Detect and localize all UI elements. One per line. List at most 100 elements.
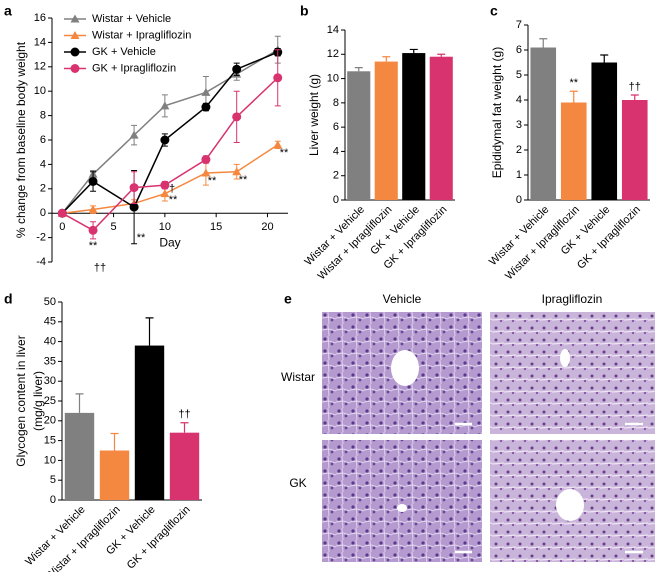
bar [530,47,557,200]
bar [621,100,648,200]
error-bar [539,38,548,48]
annotation: †† [629,81,641,93]
error-bar [382,56,391,62]
marker [201,155,211,165]
y-tick-label: 10 [34,85,46,97]
marker [88,176,98,186]
y-tick-label: 25 [44,395,56,407]
error-bar [354,67,363,72]
y-tick-label: 10 [327,72,339,84]
error-bar [437,53,446,57]
marker [273,73,283,83]
marker [273,140,283,149]
y-axis-label: Glycogen content in liver [14,335,28,466]
vessel [397,504,407,512]
annotation: ** [569,77,578,89]
annotation: † [169,183,175,195]
y-tick-label: 50 [44,296,56,308]
image-gk-vehicle [322,440,482,562]
y-tick-label: 0 [516,194,522,206]
y-tick-label: 2 [333,170,339,182]
annotation: ** [137,232,146,244]
panel-letter: d [4,291,13,307]
y-tick-label: 0 [50,494,56,506]
y-tick-label: 14 [327,24,339,36]
y-tick-label: 20 [44,415,56,427]
marker [57,208,67,218]
y-tick-label: 30 [44,375,56,387]
legend-marker [70,47,80,57]
x-tick-label: 15 [210,221,222,233]
error-bar [409,48,418,54]
annotation: ** [239,174,248,186]
vessel [391,350,419,386]
legend-marker [70,14,80,23]
marker [88,205,98,214]
marker [129,183,139,193]
marker [232,167,242,176]
y-tick-label: 4 [333,145,339,157]
y-axis-label: Liver weight (g) [307,74,321,156]
column-label: Ipragliflozin [542,292,603,306]
vessel [560,349,570,367]
y-tick-label: 6 [333,121,339,133]
bar [99,450,130,500]
x-axis-label: Day [159,235,180,249]
legend-label: GK + Ipragliflozin [92,62,176,74]
histology-images [322,312,655,562]
annotation: ** [208,175,217,187]
legend-label: Wistar + Vehicle [92,13,171,25]
annotation: ** [169,194,178,206]
bar [374,61,398,201]
bar [64,412,95,500]
y-tick-label: 14 [34,36,46,48]
vessel [556,489,584,521]
series-line [61,77,279,232]
error-bar [180,422,189,433]
error-bar [600,54,609,63]
y-tick-label: 4 [40,158,46,170]
y-tick-label: 6 [40,134,46,146]
y-tick-label: 5 [50,474,56,486]
bar [402,53,426,201]
y-tick-label: 8 [40,110,46,122]
y-tick-label: 0 [40,207,46,219]
x-tick-label: Wistar + Vehicle [23,504,87,568]
annotation: †† [178,409,190,421]
annotation: ** [89,240,98,252]
marker [160,101,170,110]
y-tick-label: 4 [516,94,522,106]
image-wistar-ipragliflozin [490,312,655,434]
y-tick-label: 1 [516,169,522,181]
error-bar [110,432,119,451]
panel-letter: b [300,3,309,19]
legend-label: Wistar + Ipragliflozin [92,29,191,41]
panel-letter: e [284,291,292,307]
marker [129,130,139,139]
bar [134,345,165,500]
annotation: †† [94,262,106,274]
bar [169,432,200,500]
y-tick-label: 15 [44,435,56,447]
legend-label: GK + Vehicle [92,46,156,58]
error-bar [569,90,578,103]
marker [160,180,170,190]
row-label: Wistar [281,370,315,384]
y-tick-label: 35 [44,355,56,367]
y-tick-label: 12 [327,48,339,60]
y-tick-label: 7 [516,19,522,31]
y-tick-label: 3 [516,119,522,131]
y-tick-label: 2 [40,183,46,195]
marker [201,102,211,112]
y-tick-label: 0 [333,194,339,206]
marker [201,168,211,177]
bar [429,56,453,200]
marker [160,135,170,145]
y-tick-label: 12 [34,61,46,73]
panel-letter: a [4,3,12,19]
marker [201,87,211,96]
bar [591,62,618,200]
legend-marker [70,31,80,39]
error-bar [630,94,639,100]
